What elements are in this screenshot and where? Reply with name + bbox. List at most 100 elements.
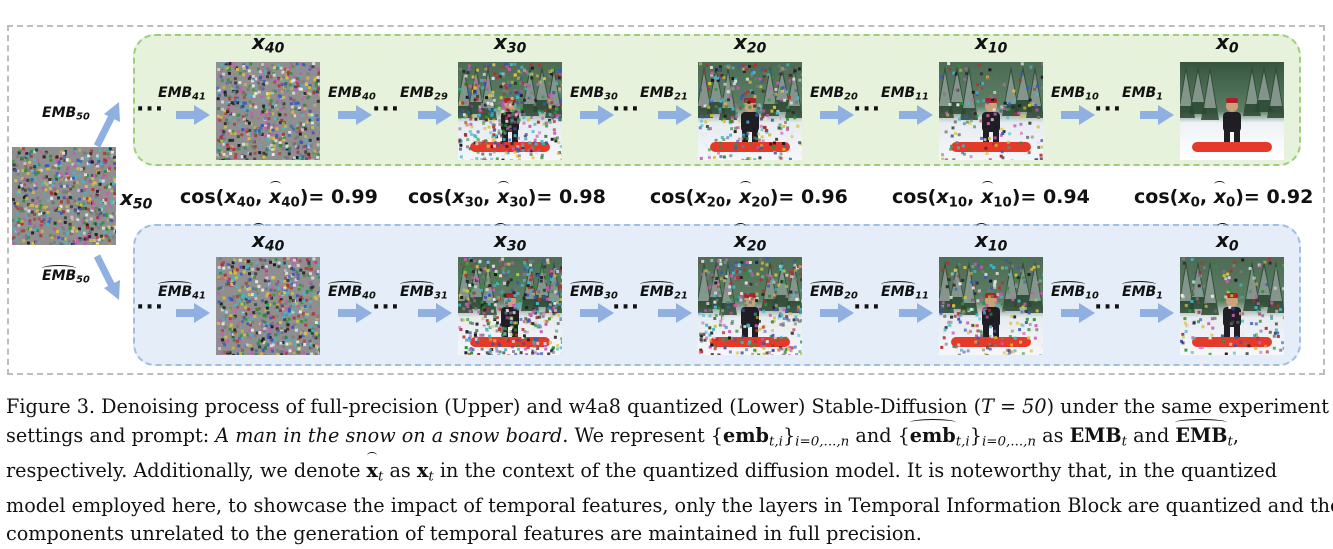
upper-t1-emb-out: EMB30: [570, 85, 618, 102]
upper-t1-emb-in-text: EMB: [400, 85, 434, 101]
upper-t3-label-x: x: [975, 30, 988, 54]
lower-t3-label-x: x: [975, 228, 988, 252]
start-arrow-up-icon: [93, 100, 123, 150]
caption-range2: i=0,...,n: [982, 434, 1036, 449]
upper-t1-arrow-out-icon: [580, 105, 614, 125]
lower-t0-image: [216, 257, 320, 355]
upper-t0-emb-in: EMB41: [158, 85, 206, 102]
upper-t4-emb-in-sub: 1: [1156, 91, 1163, 102]
cos-xhat-4: x: [1214, 186, 1226, 208]
caption-EMB: EMB: [1070, 424, 1122, 447]
lower-t0-emb-in: EMB41: [158, 284, 206, 301]
upper-t1-emb-in: EMB29: [400, 85, 448, 102]
upper-t3-emb-in: EMB11: [881, 85, 929, 102]
cos-comma-2: ,: [725, 186, 739, 208]
lower-t2-emb-out: EMB20: [810, 284, 858, 301]
cos-xhat-sub-3: 10: [993, 195, 1012, 210]
caption-l2-c: }: [783, 424, 795, 447]
lower-t3-dots: ···: [853, 295, 881, 320]
upper-t2-emb-in-sub: 21: [674, 91, 688, 102]
lower-t2-emb-in-text: EMB: [640, 284, 674, 300]
lower-t1-label: x30: [494, 228, 526, 255]
upper-t1-arrow-in-icon: [418, 105, 452, 125]
caption-prompt: A man in the snow on a snow board: [215, 424, 562, 447]
lower-t3-label: x10: [975, 228, 1007, 255]
caption-l1: Figure 3. Denoising process of full-prec…: [6, 395, 981, 418]
cos-x-1: x: [452, 186, 464, 208]
lower-t1-image: [458, 257, 562, 355]
caption-l2-c2: }: [970, 424, 982, 447]
lower-t0-emb-out-text: EMB: [328, 284, 362, 300]
lower-t0-arrow-out-icon: [338, 303, 372, 323]
caption-l2-b: . We represent {: [562, 424, 723, 447]
cos-xhat-3: x: [981, 186, 993, 208]
lower-t0-emb-in-text: EMB: [158, 284, 192, 300]
start-emb-lower-text: EMB: [42, 268, 76, 284]
start-noise-image: [12, 147, 116, 245]
start-image-label-sub: 50: [133, 197, 152, 213]
lower-t1-label-x: x: [494, 228, 507, 252]
cosine-similarity-t40: cos(x40, x40)= 0.99: [180, 186, 378, 210]
cos-xhat-sub-1: 30: [509, 195, 528, 210]
caption-l1-end: ) under the same experiment: [1047, 395, 1329, 418]
lower-t2-arrow-out-icon: [820, 303, 854, 323]
caption-emb-sub: t,i: [769, 434, 783, 449]
lower-t0-emb-out: EMB40: [328, 284, 376, 301]
upper-t2-arrow-out-icon: [820, 105, 854, 125]
upper-t4-image: [1180, 62, 1284, 160]
upper-t2-emb-out: EMB20: [810, 85, 858, 102]
upper-t2-emb-out-text: EMB: [810, 85, 844, 101]
start-image-label-x: x: [120, 186, 133, 210]
upper-t1-label-x: x: [494, 30, 507, 54]
lower-t0-label: x40: [252, 228, 284, 255]
lower-t3-emb-out-text: EMB: [1051, 284, 1085, 300]
cos-xhat-sub-2: 20: [751, 195, 770, 210]
lower-t3-emb-out: EMB10: [1051, 284, 1099, 301]
cos-x-sub-2: 20: [707, 195, 726, 210]
upper-t2-emb-in: EMB21: [640, 85, 688, 102]
lower-t4-dots: ···: [1094, 295, 1122, 320]
cosine-similarity-t10: cos(x10, x10)= 0.94: [892, 186, 1090, 210]
upper-t3-arrow-out-icon: [1061, 105, 1095, 125]
cos-value-1: 0.98: [559, 186, 606, 208]
cos-xhat-1: x: [497, 186, 509, 208]
cosine-similarity-t20: cos(x20, x20)= 0.96: [650, 186, 848, 210]
upper-t0-emb-in-text: EMB: [158, 85, 192, 101]
upper-t3-dots: ···: [853, 97, 881, 122]
upper-t0-image: [216, 62, 320, 160]
cos-fn-0: cos(: [180, 186, 224, 208]
start-emb-upper-text: EMB: [42, 105, 76, 121]
caption-EMB-hat: EMB: [1175, 422, 1227, 451]
caption-l2-a: settings and prompt:: [6, 424, 215, 447]
upper-t4-emb-in: EMB1: [1122, 85, 1163, 102]
lower-t2-label-sub: 20: [747, 239, 766, 255]
cos-x-2: x: [694, 186, 706, 208]
lower-t3-arrow-in-icon: [899, 303, 933, 323]
lower-t3-emb-in-text: EMB: [881, 284, 915, 300]
caption-l2-end: ,: [1233, 424, 1239, 447]
lower-t1-emb-in-sub: 31: [434, 290, 448, 301]
caption-line-1: Figure 3. Denoising process of full-prec…: [6, 393, 1324, 422]
upper-t2-arrow-in-icon: [658, 105, 692, 125]
lower-t0-arrow-in-icon: [176, 303, 210, 323]
lower-t1-label-sub: 30: [507, 239, 526, 255]
cos-comma-1: ,: [483, 186, 497, 208]
upper-t4-label-x: x: [1216, 30, 1229, 54]
upper-t3-emb-in-text: EMB: [881, 85, 915, 101]
cos-xhat-0: x: [269, 186, 281, 208]
lower-t3-emb-in-sub: 11: [915, 290, 929, 301]
upper-t4-arrow-in-icon: [1140, 105, 1174, 125]
lower-t3-emb-in: EMB11: [881, 284, 929, 301]
cos-eq-3: )=: [1012, 186, 1043, 208]
caption-l1-math: T = 50: [981, 395, 1047, 418]
upper-t0-arrow-in-icon: [176, 105, 210, 125]
cos-eq-4: )=: [1235, 186, 1266, 208]
upper-t4-label: x0: [1216, 30, 1239, 57]
cos-xhat-sub-0: 40: [281, 195, 300, 210]
cos-comma-3: ,: [967, 186, 981, 208]
upper-t0-label-x: x: [252, 30, 265, 54]
lower-t2-emb-in: EMB21: [640, 284, 688, 301]
lower-t4-arrow-in-icon: [1140, 303, 1174, 323]
lower-t1-emb-out: EMB30: [570, 284, 618, 301]
lower-t4-label-x: x: [1216, 228, 1229, 252]
